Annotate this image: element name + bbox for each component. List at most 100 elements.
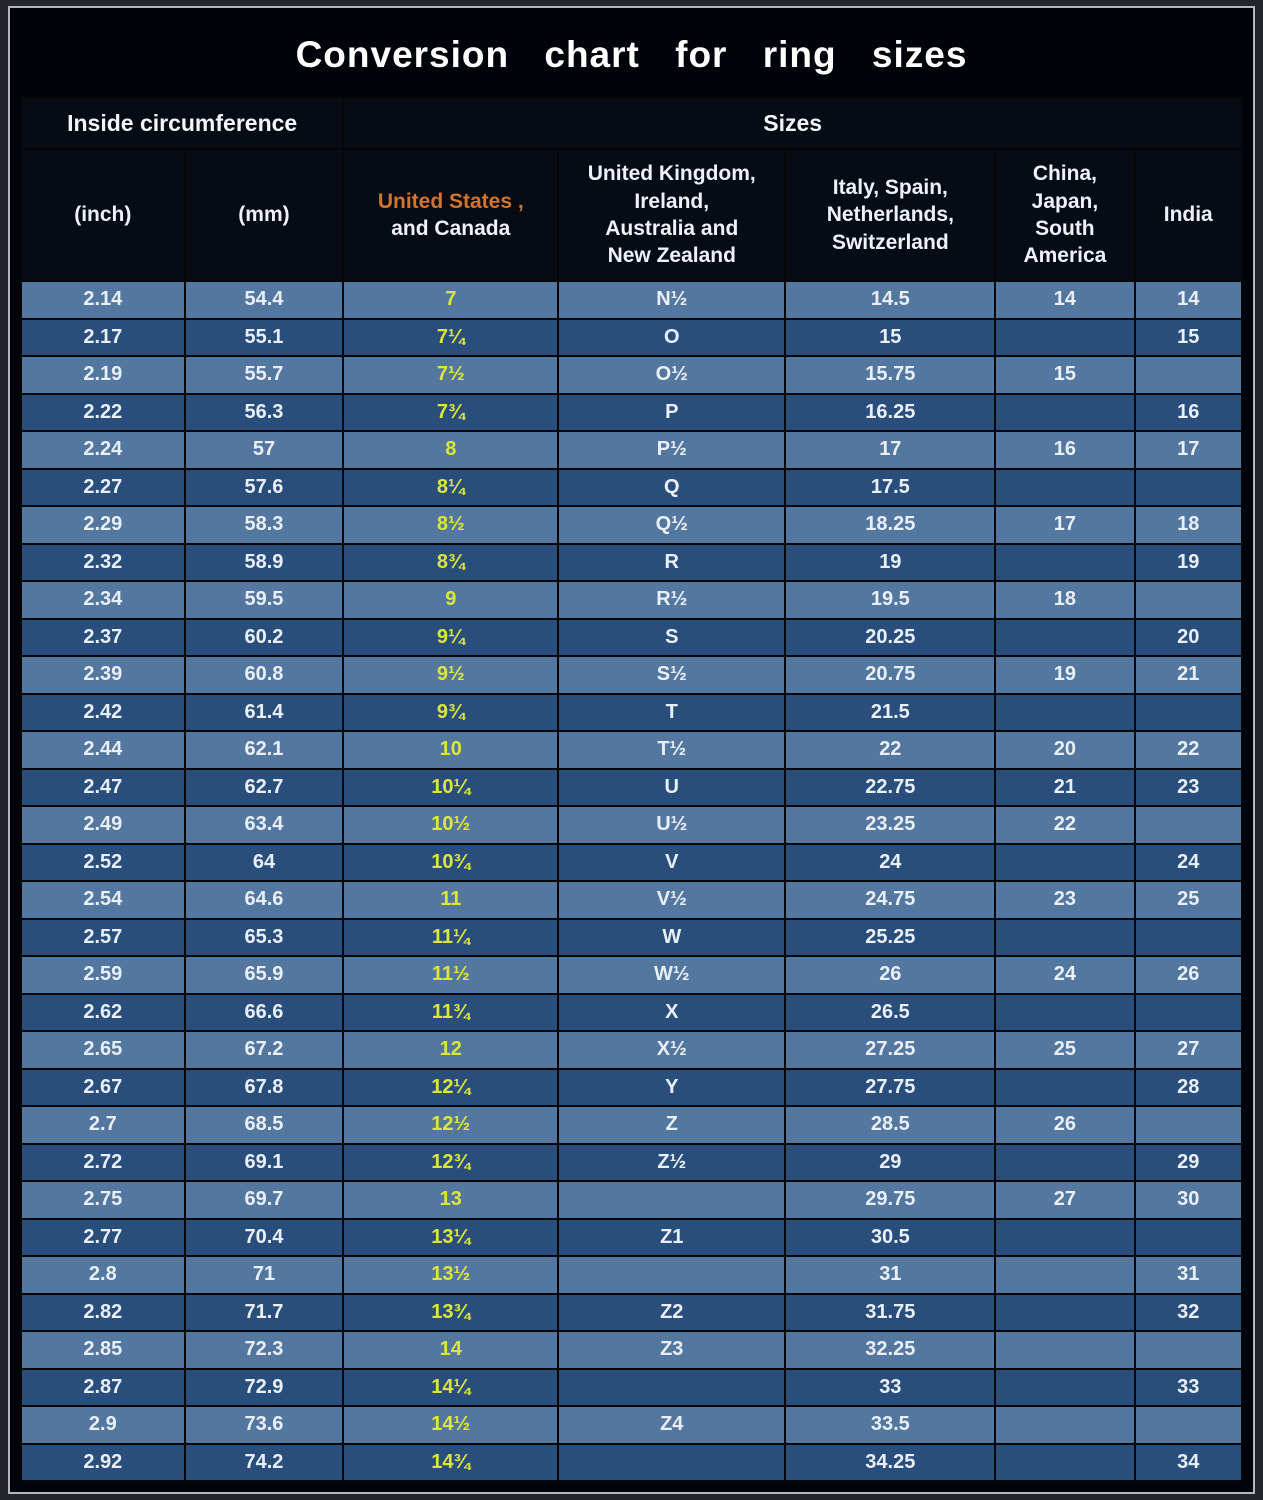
cell-us: 8 <box>342 430 560 470</box>
cell-inch: 2.92 <box>20 1442 186 1482</box>
cell-india: 31 <box>1133 1255 1243 1295</box>
cell-inch: 2.24 <box>20 430 186 470</box>
cell-uk: V <box>557 842 787 882</box>
table-row: 2.44 62.1 10 T½ 22 20 22 <box>20 730 1243 770</box>
col-header-italy-spain-netherlands-switzerland: Italy, Spain, Netherlands, Switzerland <box>784 148 997 282</box>
table-row: 2.77 70.4 13¼ Z1 30.5 <box>20 1217 1243 1257</box>
cell-india: 29 <box>1133 1142 1243 1182</box>
cell-mm: 62.7 <box>183 767 345 807</box>
cell-italy: 34.25 <box>784 1442 997 1482</box>
cell-china: 21 <box>994 767 1136 807</box>
cell-italy: 31.75 <box>784 1292 997 1332</box>
cell-uk: N½ <box>557 280 787 320</box>
cell-inch: 2.52 <box>20 842 186 882</box>
cell-us: 8½ <box>342 505 560 545</box>
cell-inch: 2.87 <box>20 1367 186 1407</box>
col-header-us-accent: United States , <box>377 189 524 213</box>
group-header-sizes: Sizes <box>342 96 1243 150</box>
cell-india: 18 <box>1133 505 1243 545</box>
cell-uk: Q½ <box>557 505 787 545</box>
cell-mm: 64 <box>183 842 345 882</box>
cell-mm: 60.2 <box>183 617 345 657</box>
cell-italy: 14.5 <box>784 280 997 320</box>
table-row: 2.34 59.5 9 R½ 19.5 18 <box>20 580 1243 620</box>
cell-inch: 2.65 <box>20 1030 186 1070</box>
cell-italy: 23.25 <box>784 805 997 845</box>
cell-italy: 19.5 <box>784 580 997 620</box>
cell-china <box>994 842 1136 882</box>
cell-china: 18 <box>994 580 1136 620</box>
cell-uk: R½ <box>557 580 787 620</box>
cell-mm: 55.7 <box>183 355 345 395</box>
table-row: 2.65 67.2 12 X½ 27.25 25 27 <box>20 1030 1243 1070</box>
cell-china <box>994 1442 1136 1482</box>
cell-mm: 73.6 <box>183 1405 345 1445</box>
table-row: 2.92 74.2 14¾ 34.25 34 <box>20 1442 1243 1482</box>
cell-china: 19 <box>994 655 1136 695</box>
cell-uk: Y <box>557 1067 787 1107</box>
cell-china: 23 <box>994 880 1136 920</box>
cell-mm: 58.9 <box>183 542 345 582</box>
cell-us: 13¼ <box>342 1217 560 1257</box>
cell-uk: X <box>557 992 787 1032</box>
cell-inch: 2.9 <box>20 1405 186 1445</box>
cell-mm: 54.4 <box>183 280 345 320</box>
cell-china <box>994 617 1136 657</box>
cell-inch: 2.39 <box>20 655 186 695</box>
cell-india <box>1133 1330 1243 1370</box>
cell-italy: 33 <box>784 1367 997 1407</box>
cell-uk: W½ <box>557 955 787 995</box>
cell-inch: 2.49 <box>20 805 186 845</box>
cell-inch: 2.57 <box>20 917 186 957</box>
table-row: 2.49 63.4 10½ U½ 23.25 22 <box>20 805 1243 845</box>
cell-uk: P <box>557 392 787 432</box>
cell-china <box>994 992 1136 1032</box>
cell-india <box>1133 1217 1243 1257</box>
cell-mm: 71 <box>183 1255 345 1295</box>
cell-china <box>994 1292 1136 1332</box>
table-row: 2.57 65.3 11¼ W 25.25 <box>20 917 1243 957</box>
table-row: 2.24 57 8 P½ 17 16 17 <box>20 430 1243 470</box>
cell-india: 22 <box>1133 730 1243 770</box>
page-title: Conversion chart for ring sizes <box>20 16 1243 96</box>
cell-inch: 2.34 <box>20 580 186 620</box>
table-row: 2.62 66.6 11¾ X 26.5 <box>20 992 1243 1032</box>
cell-china: 15 <box>994 355 1136 395</box>
table-row: 2.52 64 10¾ V 24 24 <box>20 842 1243 882</box>
cell-uk: V½ <box>557 880 787 920</box>
cell-mm: 67.2 <box>183 1030 345 1070</box>
cell-inch: 2.47 <box>20 767 186 807</box>
cell-italy: 30.5 <box>784 1217 997 1257</box>
col-header-us-canada: United States , and Canada <box>342 148 560 282</box>
table-row: 2.32 58.9 8¾ R 19 19 <box>20 542 1243 582</box>
table-row: 2.59 65.9 11½ W½ 26 24 26 <box>20 955 1243 995</box>
cell-inch: 2.75 <box>20 1180 186 1220</box>
cell-uk: U½ <box>557 805 787 845</box>
cell-mm: 61.4 <box>183 692 345 732</box>
cell-china <box>994 917 1136 957</box>
cell-china: 25 <box>994 1030 1136 1070</box>
col-header-mm: (mm) <box>183 148 345 282</box>
cell-italy: 24.75 <box>784 880 997 920</box>
cell-inch: 2.42 <box>20 692 186 732</box>
cell-italy: 29 <box>784 1142 997 1182</box>
cell-india <box>1133 355 1243 395</box>
table-row: 2.42 61.4 9¾ T 21.5 <box>20 692 1243 732</box>
cell-italy: 29.75 <box>784 1180 997 1220</box>
cell-uk: S½ <box>557 655 787 695</box>
cell-us: 11½ <box>342 955 560 995</box>
cell-india: 26 <box>1133 955 1243 995</box>
cell-india: 33 <box>1133 1367 1243 1407</box>
cell-china: 17 <box>994 505 1136 545</box>
table-row: 2.17 55.1 7¼ O 15 15 <box>20 317 1243 357</box>
cell-inch: 2.14 <box>20 280 186 320</box>
cell-us: 7½ <box>342 355 560 395</box>
cell-italy: 17.5 <box>784 467 997 507</box>
cell-india: 27 <box>1133 1030 1243 1070</box>
cell-mm: 57.6 <box>183 467 345 507</box>
cell-uk: P½ <box>557 430 787 470</box>
cell-china <box>994 1255 1136 1295</box>
cell-mm: 66.6 <box>183 992 345 1032</box>
cell-china <box>994 1330 1136 1370</box>
cell-italy: 27.75 <box>784 1067 997 1107</box>
